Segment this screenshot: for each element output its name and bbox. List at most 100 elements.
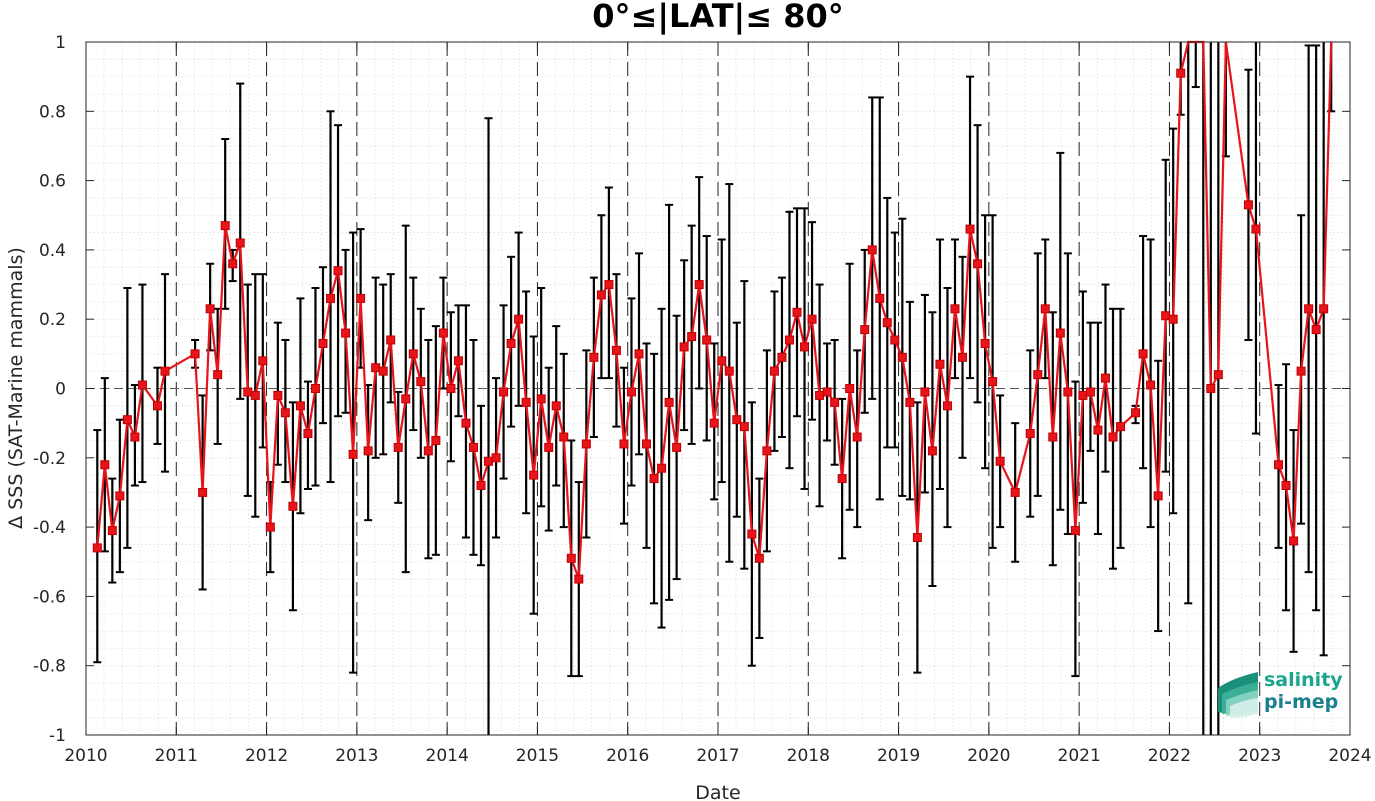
x-tick-labels: 2010 2011 2012 2013 2014 2015 2016 2017 2018 2019…: [64, 746, 1371, 766]
x-tick-label: 2013: [335, 746, 378, 766]
error-bar: [1319, 42, 1328, 657]
data-point: [115, 491, 125, 501]
error-bar: [1184, 42, 1193, 605]
data-point: [130, 432, 140, 442]
data-point: [280, 408, 290, 418]
data-point: [243, 387, 253, 397]
data-point: [386, 335, 396, 345]
data-point: [845, 384, 855, 393]
data-point: [1063, 387, 1073, 397]
x-tick-label: 2017: [696, 746, 739, 766]
data-point: [897, 352, 907, 362]
data-point: [822, 387, 832, 397]
y-tick-label: -1: [49, 726, 66, 746]
data-point: [1153, 491, 1163, 501]
data-point: [295, 401, 305, 411]
data-point: [491, 453, 501, 463]
data-point: [1033, 370, 1043, 380]
error-bar: [1191, 42, 1200, 89]
data-point: [484, 456, 494, 466]
data-point: [310, 384, 320, 393]
data-point: [1010, 487, 1020, 497]
data-point: [958, 352, 968, 362]
x-tick-label: 2012: [245, 746, 288, 766]
data-point: [747, 529, 757, 539]
data-point: [1311, 325, 1321, 335]
x-tick-label: 2015: [516, 746, 559, 766]
data-point: [416, 377, 426, 387]
data-point: [942, 401, 952, 411]
data-point: [912, 532, 922, 542]
data-point: [446, 384, 456, 393]
y-tick-label: 0.6: [39, 172, 66, 192]
data-point: [702, 335, 712, 345]
data-point: [521, 397, 531, 407]
data-point: [581, 439, 591, 449]
y-tick-label: -0.4: [33, 518, 66, 538]
x-tick-label: 2020: [967, 746, 1010, 766]
data-point: [566, 553, 576, 563]
data-point: [739, 422, 749, 432]
salinity-pimep-logo: salinity pi-mep: [1218, 669, 1343, 718]
data-point: [318, 338, 328, 348]
data-point: [250, 390, 260, 400]
data-point: [980, 338, 990, 348]
data-point: [461, 418, 471, 428]
data-point: [800, 342, 810, 352]
data-point: [664, 397, 674, 407]
data-point: [837, 474, 847, 484]
data-point: [1161, 311, 1171, 321]
data-point: [890, 335, 900, 345]
data-point: [792, 307, 802, 317]
data-point: [408, 349, 418, 359]
data-point: [303, 429, 313, 439]
error-bar: [484, 117, 493, 735]
data-point: [438, 328, 448, 338]
data-point: [288, 501, 298, 511]
data-point: [995, 456, 1005, 466]
data-point: [453, 356, 463, 366]
y-tick-label: 0.4: [39, 241, 66, 261]
data-point: [687, 332, 697, 342]
chart-title: 0°≤|LAT|≤ 80°: [592, 0, 843, 36]
data-point: [205, 304, 215, 314]
data-point: [905, 397, 915, 407]
data-point: [107, 526, 117, 536]
x-tick-label: 2019: [877, 746, 920, 766]
y-axis-label: Δ SSS (SAT-Marine mammals): [5, 247, 27, 529]
data-point: [92, 543, 102, 553]
logo-line1: salinity: [1264, 669, 1343, 691]
data-point: [190, 349, 200, 359]
x-tick-label: 2018: [787, 746, 830, 766]
data-point: [574, 574, 584, 584]
axis-ticks: [85, 41, 1351, 736]
data-point: [950, 304, 960, 314]
data-point: [326, 293, 336, 303]
data-point: [235, 238, 245, 248]
data-point: [935, 359, 945, 369]
data-point: [1108, 432, 1118, 442]
data-point: [965, 224, 975, 234]
data-point: [198, 487, 208, 497]
data-point: [875, 293, 885, 303]
data-point: [1093, 425, 1103, 435]
data-point: [657, 463, 667, 473]
data-point: [1146, 380, 1156, 390]
data-point: [333, 266, 343, 276]
data-point: [679, 342, 689, 352]
data-point: [401, 394, 411, 404]
data-point: [1296, 366, 1306, 376]
data-point: [1251, 224, 1261, 234]
x-tick-label: 2011: [155, 746, 198, 766]
data-point: [265, 522, 275, 532]
data-point: [988, 377, 998, 387]
x-tick-label: 2021: [1058, 746, 1101, 766]
data-point: [867, 245, 877, 255]
data-point: [213, 370, 223, 380]
series-markers: [92, 68, 1329, 584]
data-point: [1319, 304, 1329, 314]
data-point: [1206, 384, 1216, 393]
y-tick-label: 1: [55, 33, 66, 53]
data-point: [694, 280, 704, 290]
